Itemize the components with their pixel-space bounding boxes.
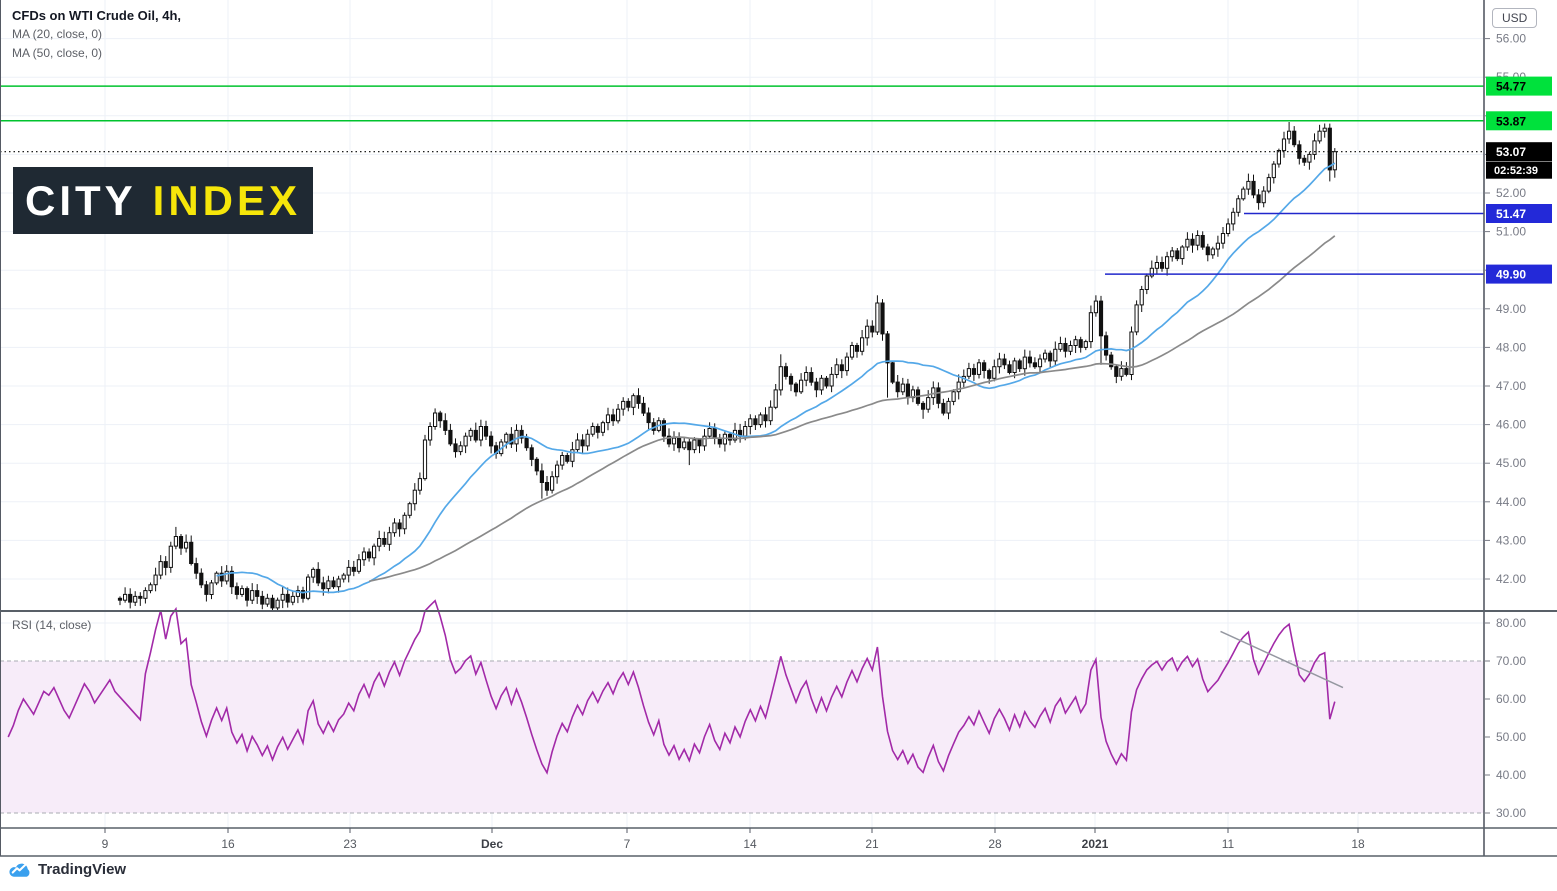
- ma20-line[interactable]: [216, 162, 1336, 594]
- rsi-legend[interactable]: RSI (14, close): [12, 618, 92, 632]
- symbol-title[interactable]: CFDs on WTI Crude Oil, 4h,: [12, 8, 181, 23]
- price-tick-label: 51.00: [1496, 225, 1526, 239]
- currency-badge[interactable]: USD: [1492, 8, 1538, 28]
- level-label-54.77-text: 54.77: [1496, 80, 1526, 94]
- level-label-49.90[interactable]: [1486, 264, 1552, 284]
- level-label-51.47-text: 51.47: [1496, 207, 1526, 221]
- price-tick-label: 47.00: [1496, 379, 1526, 393]
- price-tick-label: 46.00: [1496, 418, 1526, 432]
- rsi-tick-label: 30.00: [1496, 806, 1526, 820]
- ma20-legend[interactable]: MA (20, close, 0): [12, 27, 103, 41]
- rsi-line[interactable]: [7, 599, 1336, 775]
- city-index-logo: CITY INDEX: [13, 167, 313, 234]
- x-tick-label: 28: [988, 837, 1002, 851]
- level-label-49.90-text: 49.90: [1496, 268, 1526, 282]
- logo-index-text: INDEX: [152, 176, 302, 224]
- price-tick-label: 49.00: [1496, 302, 1526, 316]
- x-tick-label: 23: [343, 837, 357, 851]
- x-tick-label: 16: [221, 837, 235, 851]
- last-price-label-text: 53.07: [1496, 145, 1526, 159]
- rsi-trendline[interactable]: [1220, 630, 1344, 689]
- rsi-tick-label: 50.00: [1496, 730, 1526, 744]
- price-tick-label: 45.00: [1496, 456, 1526, 470]
- tradingview-attribution[interactable]: TradingView: [8, 860, 126, 879]
- level-label-51.47[interactable]: [1486, 204, 1552, 223]
- x-tick-label: 9: [102, 837, 109, 851]
- legend-block: CFDs on WTI Crude Oil, 4h, MA (20, close…: [12, 6, 181, 63]
- price-tick-label: 42.00: [1496, 572, 1526, 586]
- x-tick-label: 18: [1351, 837, 1365, 851]
- price-lines-layer: [0, 85, 1484, 275]
- x-tick-label: 14: [743, 837, 757, 851]
- ma50-legend[interactable]: MA (50, close, 0): [12, 46, 103, 60]
- logo-city-text: CITY: [24, 176, 137, 224]
- rsi-tick-label: 80.00: [1496, 616, 1526, 630]
- level-label-53.87[interactable]: [1486, 111, 1552, 131]
- level-label-54.77[interactable]: [1486, 76, 1552, 96]
- ma50-line[interactable]: [368, 235, 1336, 583]
- rsi-line-layer: [7, 599, 1344, 775]
- last-price-label[interactable]: [1486, 142, 1552, 162]
- bar-countdown-text: 02:52:39: [1494, 165, 1538, 177]
- x-tick-label: 2021: [1082, 837, 1109, 851]
- level-label-53.87-text: 53.87: [1496, 114, 1526, 128]
- price-tick-label: 48.00: [1496, 340, 1526, 354]
- price-tick-label: 56.00: [1496, 32, 1526, 46]
- rsi-tick-label: 60.00: [1496, 692, 1526, 706]
- x-tick-label: 7: [624, 837, 631, 851]
- tradingview-icon: [9, 863, 30, 877]
- price-tick-label: 44.00: [1496, 495, 1526, 509]
- x-tick-label: 21: [865, 837, 879, 851]
- candles-layer: [117, 122, 1337, 610]
- price-tick-label: 43.00: [1496, 533, 1526, 547]
- x-tick-label: 11: [1222, 837, 1235, 851]
- price-labels-layer: 54.77 53.87 51.47 49.90 53.07 02:52:39: [1486, 76, 1552, 284]
- x-tick-label: Dec: [481, 837, 503, 851]
- rsi-tick-label: 70.00: [1496, 654, 1526, 668]
- rsi-tick-label: 40.00: [1496, 768, 1526, 782]
- bar-countdown: [1486, 161, 1552, 179]
- price-tick-label: 52.00: [1496, 186, 1526, 200]
- rsi-band: [0, 660, 1484, 814]
- tradingview-brand-text: TradingView: [38, 861, 127, 878]
